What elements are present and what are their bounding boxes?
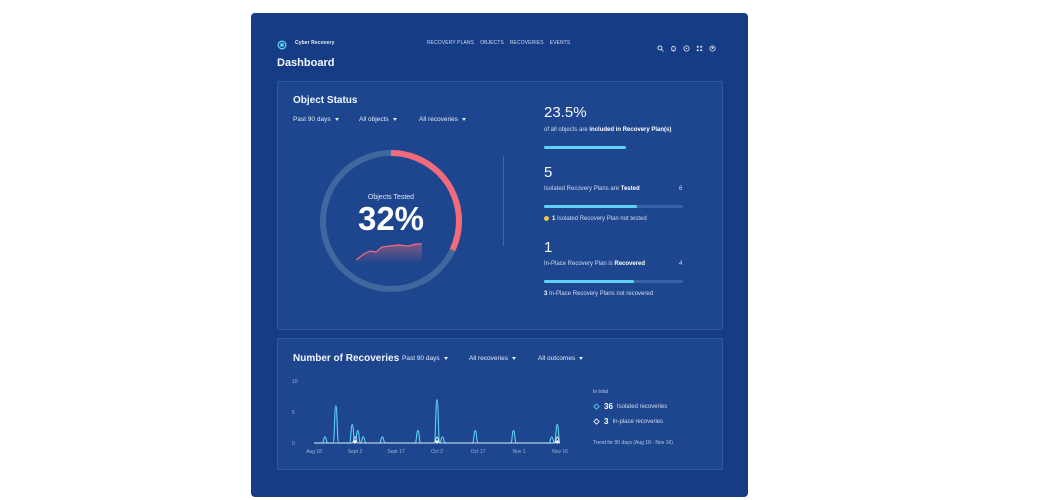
chevron-down-icon — [462, 118, 467, 121]
nav-recovery-plans[interactable]: RECOVERY PLANS — [427, 40, 475, 46]
inplace-total: 4 — [679, 261, 683, 267]
isolated-total-count: 36 — [604, 402, 613, 411]
chevron-down-icon — [392, 118, 397, 121]
section-divider — [503, 156, 504, 246]
inplace-note-text: In-Place Recovery Plans not recovered — [547, 291, 654, 297]
x-tick-label: Aug 18 — [306, 449, 322, 455]
brand-name: Cyber Recovery — [295, 40, 335, 46]
nav-recoveries[interactable]: RECOVERIES — [509, 40, 544, 46]
diamond-icon — [593, 403, 600, 410]
isolated-text: Isolated Recovery Plans are Tested — [544, 186, 640, 192]
recoveries-chart: 10 5 0 Aug 18 Sept 2 Sept 17 Oct 2 Oct 17 Nov 1 N… — [292, 379, 568, 455]
inplace-note: 3 In-Place Recovery Plans not recovered — [544, 291, 653, 297]
isolated-legend-label: Isolated recoveries — [616, 403, 668, 410]
isolated-tested-count: 5 — [544, 164, 553, 181]
chevron-down-icon — [443, 357, 448, 360]
recov-filter-outcomes[interactable]: All outcomes — [538, 355, 584, 362]
isolated-note: 1 Isolated Recovery Plan not tested — [544, 216, 647, 222]
object-status-card: Object Status Past 90 days All objects A… — [277, 81, 723, 330]
isolated-bar-fill — [544, 205, 637, 208]
inplace-point — [353, 440, 357, 444]
objects-tested-value: 32% — [357, 200, 425, 237]
inplace-text-prefix: In-Place Recovery Plan is — [544, 261, 615, 267]
x-tick-label: Nov 16 — [552, 449, 568, 455]
x-tick-label: Oct 17 — [471, 449, 486, 455]
object-status-title: Object Status — [293, 95, 358, 106]
filter-period-label: Past 90 days — [293, 116, 331, 123]
inplace-note-count: 3 — [544, 291, 548, 297]
inplace-total-count: 3 — [604, 417, 609, 426]
y-tick-label: 5 — [292, 410, 295, 416]
legend-title: In total — [593, 389, 609, 395]
x-tick-label: Sept 2 — [348, 449, 363, 455]
y-tick-label: 10 — [292, 379, 298, 385]
trend-note: Trend for 90 days (Aug 18 - Nov 16) — [593, 440, 673, 446]
x-tick-label: Oct 2 — [431, 449, 443, 455]
help-icon[interactable] — [683, 39, 690, 52]
filter-recoveries[interactable]: All recoveries — [419, 116, 467, 123]
recov-filter-period[interactable]: Past 90 days — [402, 355, 448, 362]
isolated-text-prefix: Isolated Recovery Plans are — [544, 186, 621, 192]
main-nav: RECOVERY PLANS OBJECTS RECOVERIES EVENTS — [427, 40, 570, 46]
recov-filter-outcomes-label: All outcomes — [538, 355, 576, 362]
filter-period[interactable]: Past 90 days — [293, 116, 339, 123]
search-icon[interactable] — [657, 39, 664, 52]
recov-filter-recoveries-label: All recoveries — [469, 355, 509, 362]
isolated-text-bold: Tested — [620, 186, 640, 192]
isolated-total: 6 — [679, 186, 683, 192]
objects-tested-donut — [320, 150, 462, 292]
isolated-note-count: 1 — [552, 216, 556, 223]
included-percent: 23.5% — [544, 104, 587, 121]
top-bar: Cyber Recovery RECOVERY PLANS OBJECTS RE… — [251, 13, 748, 73]
inplace-series-line — [314, 436, 561, 444]
app-window: Cyber Recovery RECOVERY PLANS OBJECTS RE… — [251, 13, 748, 497]
objects-tested-sparkline — [356, 243, 422, 264]
filter-objects[interactable]: All objects — [359, 116, 397, 123]
chevron-down-icon — [579, 357, 584, 360]
included-text-prefix: of all objects are — [544, 127, 590, 133]
included-bar — [544, 146, 626, 149]
included-text-bold: included in Recovery Plan(s) — [589, 127, 672, 133]
legend-inplace: 3 In-place recoveries — [593, 417, 663, 426]
inplace-bar — [544, 280, 683, 283]
included-text: of all objects are included in Recovery … — [544, 127, 671, 133]
inplace-point — [435, 440, 439, 444]
nav-events[interactable]: EVENTS — [549, 40, 571, 46]
filter-objects-label: All objects — [359, 116, 389, 123]
y-tick-label: 0 — [292, 441, 295, 447]
bell-icon[interactable] — [670, 39, 677, 52]
objects-tested-label: Objects Tested — [367, 194, 415, 201]
header-icons — [657, 39, 716, 52]
inplace-text-bold: Recovered — [614, 261, 646, 267]
filter-recoveries-label: All recoveries — [419, 116, 459, 123]
chevron-down-icon — [334, 118, 339, 121]
recov-filter-recoveries[interactable]: All recoveries — [469, 355, 517, 362]
user-icon[interactable] — [709, 39, 716, 52]
isolated-bar — [544, 205, 683, 208]
diamond-icon — [593, 418, 600, 425]
isolated-note-text: Isolated Recovery Plan not tested — [555, 216, 647, 223]
apps-icon[interactable] — [696, 39, 703, 52]
objects-tested-arc — [320, 150, 462, 292]
logo-icon — [277, 40, 287, 50]
inplace-recovered-count: 1 — [544, 239, 553, 256]
page-title: Dashboard — [277, 57, 335, 69]
x-tick-label: Nov 1 — [512, 449, 525, 455]
nav-objects[interactable]: OBJECTS — [480, 40, 504, 46]
inplace-legend-label: In-place recoveries — [612, 418, 664, 425]
warning-icon — [544, 216, 549, 221]
recov-filter-period-label: Past 90 days — [402, 355, 440, 362]
inplace-text: In-Place Recovery Plan is Recovered — [544, 261, 645, 267]
x-tick-label: Sept 17 — [387, 449, 404, 455]
recoveries-title: Number of Recoveries — [293, 353, 400, 364]
inplace-bar-fill — [544, 280, 635, 283]
included-bar-fill — [544, 146, 626, 149]
inplace-point — [555, 440, 560, 444]
recoveries-card: Number of Recoveries Past 90 days All re… — [277, 338, 723, 470]
legend-isolated: 36 Isolated recoveries — [593, 402, 667, 411]
chevron-down-icon — [512, 357, 517, 360]
